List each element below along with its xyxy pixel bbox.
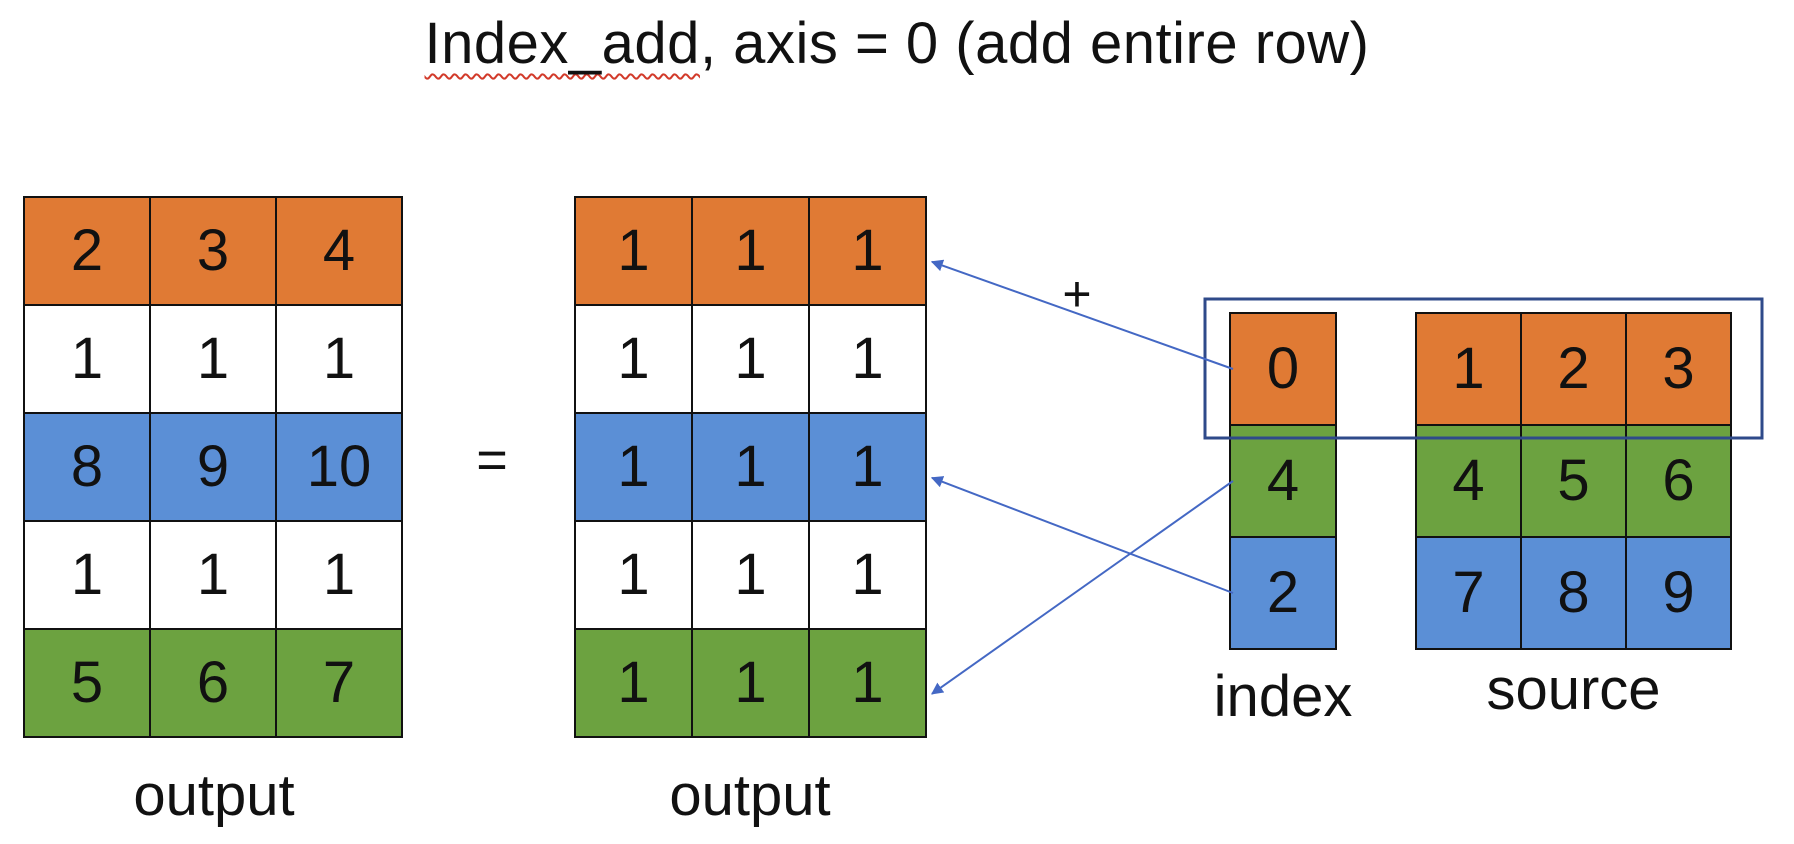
result-output-caption: output	[133, 763, 295, 828]
source-cell: 1	[1415, 312, 1522, 426]
result-cell: 8	[23, 412, 151, 522]
index-arrow	[930, 476, 1234, 594]
source-cell: 2	[1520, 312, 1627, 426]
index-arrow	[930, 259, 1234, 370]
source-cell: 9	[1625, 536, 1732, 650]
source-cell: 6	[1625, 424, 1732, 538]
result-cell: 5	[23, 628, 151, 738]
result-cell: 7	[275, 628, 403, 738]
index-caption: index	[1213, 664, 1353, 729]
result-cell: 1	[275, 520, 403, 630]
result-cell: 3	[149, 196, 277, 306]
index-cell: 2	[1229, 536, 1337, 650]
result-cell: 1	[23, 520, 151, 630]
input-cell: 1	[691, 520, 810, 630]
result-output-matrix: 2 3 4 1 1 1 8 9 10 1 1 1 5 6 7	[23, 196, 403, 738]
equals-sign: =	[476, 430, 508, 490]
result-cell: 1	[23, 304, 151, 414]
input-cell: 1	[808, 304, 927, 414]
input-cell: 1	[808, 412, 927, 522]
result-cell: 2	[23, 196, 151, 306]
source-cell: 8	[1520, 536, 1627, 650]
result-cell: 6	[149, 628, 277, 738]
index-cell: 4	[1229, 424, 1337, 538]
input-cell: 1	[574, 520, 693, 630]
source-caption: source	[1486, 657, 1661, 722]
input-cell: 1	[691, 412, 810, 522]
result-cell: 1	[275, 304, 403, 414]
result-cell: 10	[275, 412, 403, 522]
input-cell: 1	[691, 304, 810, 414]
input-cell: 1	[808, 628, 927, 738]
result-cell: 1	[149, 520, 277, 630]
input-cell: 1	[574, 412, 693, 522]
highlight-box	[1203, 297, 1764, 440]
title-description: , axis = 0 (add entire row)	[699, 11, 1370, 76]
index-cell: 0	[1229, 312, 1337, 426]
input-cell: 1	[691, 196, 810, 306]
input-cell: 1	[808, 520, 927, 630]
diagram-title: Index_add, axis = 0 (add entire row)	[0, 4, 1794, 84]
input-cell: 1	[574, 196, 693, 306]
input-cell: 1	[691, 628, 810, 738]
input-output-caption: output	[669, 763, 831, 828]
title-function-name: Index_add	[424, 11, 700, 76]
index-arrow	[931, 480, 1234, 695]
